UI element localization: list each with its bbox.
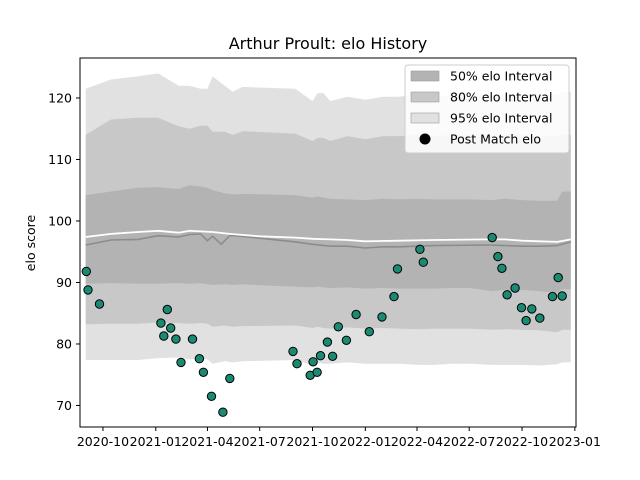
y-tick-label: 120 xyxy=(48,90,72,105)
post-match-elo-point xyxy=(198,367,209,377)
x-tick-label: 2020-10 xyxy=(77,434,129,449)
post-match-elo-point xyxy=(351,309,361,320)
post-match-elo-point xyxy=(497,263,507,273)
post-match-elo-point xyxy=(341,335,352,345)
post-match-elo-point xyxy=(315,351,326,361)
post-match-elo-point xyxy=(493,251,503,262)
post-match-elo-point xyxy=(83,285,93,295)
post-match-elo-point xyxy=(81,266,92,277)
post-match-elo-point xyxy=(487,232,497,243)
post-match-elo-point xyxy=(171,334,181,344)
y-tick-label: 70 xyxy=(56,398,72,413)
post-match-elo-point xyxy=(162,304,173,315)
y-axis: 70 80 90 100 110 120 xyxy=(48,90,80,413)
y-tick-label: 90 xyxy=(56,275,72,290)
x-tick-label: 2023-01 xyxy=(549,434,601,449)
x-tick-label: 2021-10 xyxy=(286,434,338,449)
post-match-elo-point xyxy=(364,327,374,337)
post-match-elo-point xyxy=(166,323,176,333)
post-match-elo-point xyxy=(312,367,322,377)
post-match-elo-point xyxy=(176,357,186,368)
y-tick-label: 80 xyxy=(56,336,72,351)
legend-box xyxy=(404,64,570,154)
legend-label: Post Match elo xyxy=(450,132,541,147)
post-match-elo-point xyxy=(510,283,520,293)
post-match-elo-point xyxy=(377,312,387,322)
legend-label: 80% elo Interval xyxy=(450,90,552,105)
y-tick-label: 110 xyxy=(48,152,72,167)
legend-label: 95% elo Interval xyxy=(450,111,552,126)
post-match-elo-point xyxy=(415,244,425,255)
post-match-elo-point xyxy=(225,373,235,384)
post-match-elo-point xyxy=(156,318,166,328)
legend-swatch xyxy=(410,112,440,124)
post-match-elo-point xyxy=(392,264,403,274)
post-match-elo-point xyxy=(94,299,105,309)
x-tick-label: 2022-07 xyxy=(443,434,495,449)
legend: 50% elo Interval 80% elo Interval 95% elo … xyxy=(404,64,570,154)
y-tick-label: 100 xyxy=(48,213,72,228)
post-match-elo-point xyxy=(553,272,563,283)
axes-frame xyxy=(79,57,577,428)
x-axis: 2020-10 2021-01 2021-04 2021-07 2021-10 2022-… xyxy=(77,427,601,449)
x-tick-label: 2022-10 xyxy=(496,434,548,449)
y-axis-label: elo score xyxy=(23,215,38,272)
x-tick-label: 2021-01 xyxy=(130,434,182,449)
x-tick-label: 2022-01 xyxy=(339,434,391,449)
post-match-elo-point xyxy=(159,331,169,341)
post-match-elo-point xyxy=(288,346,298,357)
post-match-elo-point xyxy=(557,291,567,301)
post-match-elo-point xyxy=(218,407,228,417)
x-tick-label: 2021-07 xyxy=(234,434,286,449)
pre-match-elo-line xyxy=(85,229,571,243)
post-match-elo-point xyxy=(327,351,338,361)
post-match-elo-point xyxy=(418,257,428,267)
post-match-elo-point xyxy=(322,337,333,347)
legend-swatch xyxy=(410,91,440,103)
x-tick-label: 2022-04 xyxy=(391,434,443,449)
post-match-elo-point xyxy=(516,303,527,313)
post-match-elo-point xyxy=(527,304,537,314)
post-match-elo-point xyxy=(308,357,318,367)
post-match-elo-point xyxy=(206,391,217,401)
post-match-elo-point xyxy=(547,291,558,302)
legend-marker xyxy=(419,133,431,145)
post-match-elo-point xyxy=(389,291,399,302)
post-match-elo-point xyxy=(194,354,205,364)
x-tick-label: 2021-04 xyxy=(181,434,233,449)
post-match-elo-point xyxy=(333,322,343,332)
post-match-elo-point xyxy=(535,313,545,323)
post-match-elo-point xyxy=(502,290,512,300)
chart-title: Arthur Proult: elo History xyxy=(229,34,428,53)
post-match-elo-point xyxy=(187,334,198,344)
mean-elo-line xyxy=(85,233,572,249)
post-match-elo-point xyxy=(521,315,531,326)
legend-label: 50% elo Interval xyxy=(450,69,552,84)
post-match-elo-point xyxy=(292,359,302,369)
legend-swatch xyxy=(410,70,440,82)
